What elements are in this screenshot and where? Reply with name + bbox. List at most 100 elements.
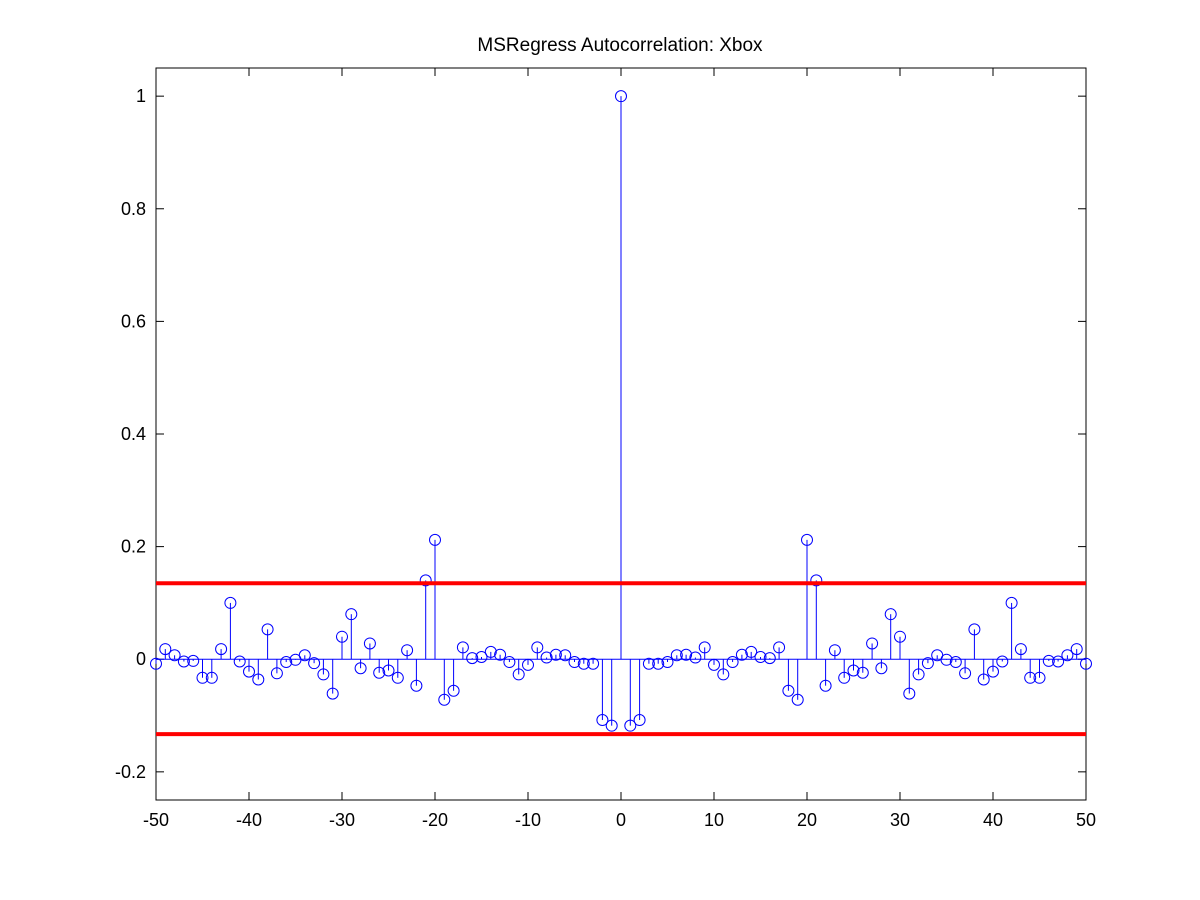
stem-marker bbox=[615, 90, 627, 103]
y-tick-label: 1 bbox=[136, 86, 146, 106]
stem-marker bbox=[670, 649, 683, 662]
stem-marker bbox=[261, 623, 274, 636]
stem-marker bbox=[233, 655, 246, 668]
stem-marker bbox=[726, 656, 739, 669]
x-tick-label: 50 bbox=[1076, 810, 1096, 830]
stem-marker bbox=[605, 719, 618, 732]
x-tick-label: -50 bbox=[143, 810, 169, 830]
stem-marker bbox=[940, 653, 953, 666]
stem-marker bbox=[373, 666, 386, 679]
stem-marker bbox=[773, 641, 786, 654]
stem-marker bbox=[633, 714, 646, 727]
stem-marker bbox=[568, 656, 581, 669]
stem-marker bbox=[856, 666, 869, 679]
stem-marker bbox=[438, 693, 451, 706]
stem-marker bbox=[494, 648, 507, 661]
stem-marker bbox=[987, 665, 999, 678]
stem-marker bbox=[763, 652, 776, 665]
stem-marker bbox=[866, 637, 879, 650]
y-tick-label: 0 bbox=[136, 649, 146, 669]
stem-marker bbox=[280, 656, 293, 669]
stem-marker bbox=[977, 673, 990, 686]
stem-marker bbox=[401, 644, 414, 657]
stem-marker bbox=[382, 664, 395, 677]
y-tick-label: -0.2 bbox=[115, 762, 146, 782]
stem-marker bbox=[903, 687, 916, 700]
stem-marker bbox=[429, 533, 441, 546]
stem-marker bbox=[801, 533, 813, 546]
stem-marker bbox=[661, 656, 674, 669]
stem-marker bbox=[549, 648, 562, 661]
stem-marker bbox=[828, 644, 841, 657]
stem-marker bbox=[689, 651, 702, 664]
stem-marker bbox=[968, 623, 981, 636]
x-tick-label: 20 bbox=[797, 810, 817, 830]
stem-marker bbox=[447, 684, 460, 697]
stem-marker bbox=[354, 662, 367, 675]
stem-marker bbox=[456, 641, 469, 654]
stem-marker bbox=[559, 649, 572, 662]
stem-marker bbox=[1070, 643, 1083, 656]
y-tick-label: 0.2 bbox=[121, 537, 146, 557]
stem-marker bbox=[949, 656, 962, 669]
stem-marker bbox=[345, 608, 358, 621]
plot-area: -50 -40 -30 -20 -10 0 10 20 30 40 50 -0.2 0 0.2 0.4 0.6… bbox=[115, 67, 1096, 830]
stem-marker bbox=[336, 630, 348, 643]
x-tick-label: 30 bbox=[890, 810, 910, 830]
stem-marker bbox=[410, 679, 423, 692]
stem-marker bbox=[596, 714, 609, 727]
stem-marker bbox=[1014, 643, 1027, 656]
stem-marker bbox=[959, 667, 972, 680]
stem-marker bbox=[196, 671, 209, 684]
stem-marker bbox=[150, 657, 162, 670]
stem-marker bbox=[252, 673, 265, 686]
stem-marker bbox=[791, 693, 804, 706]
stem-marker bbox=[652, 657, 665, 670]
stem-marker bbox=[996, 655, 1009, 668]
y-tick-label: 0.4 bbox=[121, 424, 146, 444]
stem-marker bbox=[894, 630, 906, 643]
stem-marker bbox=[1033, 671, 1046, 684]
stem-marker bbox=[215, 643, 228, 656]
stem-marker bbox=[363, 637, 376, 650]
x-tick-label: 40 bbox=[983, 810, 1003, 830]
y-tick-label: 0.6 bbox=[121, 311, 146, 331]
stem-marker bbox=[503, 656, 516, 669]
stem-marker bbox=[577, 657, 590, 670]
stem-marker bbox=[317, 668, 330, 681]
stem-marker bbox=[466, 652, 479, 665]
stem-marker bbox=[308, 657, 321, 670]
stem-marker bbox=[205, 671, 218, 684]
stem-marker bbox=[680, 648, 693, 661]
stem-marker bbox=[735, 648, 748, 661]
stem-marker bbox=[708, 658, 720, 671]
stem-marker bbox=[745, 645, 758, 658]
stem-marker bbox=[838, 671, 851, 684]
x-tick-label: -30 bbox=[329, 810, 355, 830]
stem-marker bbox=[298, 649, 311, 662]
y-tick-label: 0.8 bbox=[121, 199, 146, 219]
stem-marker bbox=[484, 645, 497, 658]
stem-marker bbox=[1024, 671, 1037, 684]
stem-marker bbox=[187, 654, 200, 667]
x-tick-label: 0 bbox=[616, 810, 626, 830]
stem-marker bbox=[522, 658, 534, 671]
stem-marker bbox=[587, 657, 600, 670]
stem-marker bbox=[419, 574, 432, 587]
stem-marker bbox=[1080, 657, 1092, 670]
stem-marker bbox=[782, 684, 795, 697]
stem-marker bbox=[1061, 649, 1074, 662]
stem-marker bbox=[819, 679, 832, 692]
stem-marker bbox=[531, 641, 544, 654]
x-tick-label: -40 bbox=[236, 810, 262, 830]
stem-marker bbox=[177, 655, 190, 668]
stem-marker bbox=[224, 596, 237, 609]
stem-marker bbox=[717, 668, 730, 681]
stem-marker bbox=[754, 650, 767, 663]
stem-marker bbox=[875, 662, 888, 675]
x-tick-label: -10 bbox=[515, 810, 541, 830]
stem-marker bbox=[921, 657, 934, 670]
stem-marker bbox=[642, 657, 655, 670]
chart-title: MSRegress Autocorrelation: Xbox bbox=[477, 35, 763, 56]
